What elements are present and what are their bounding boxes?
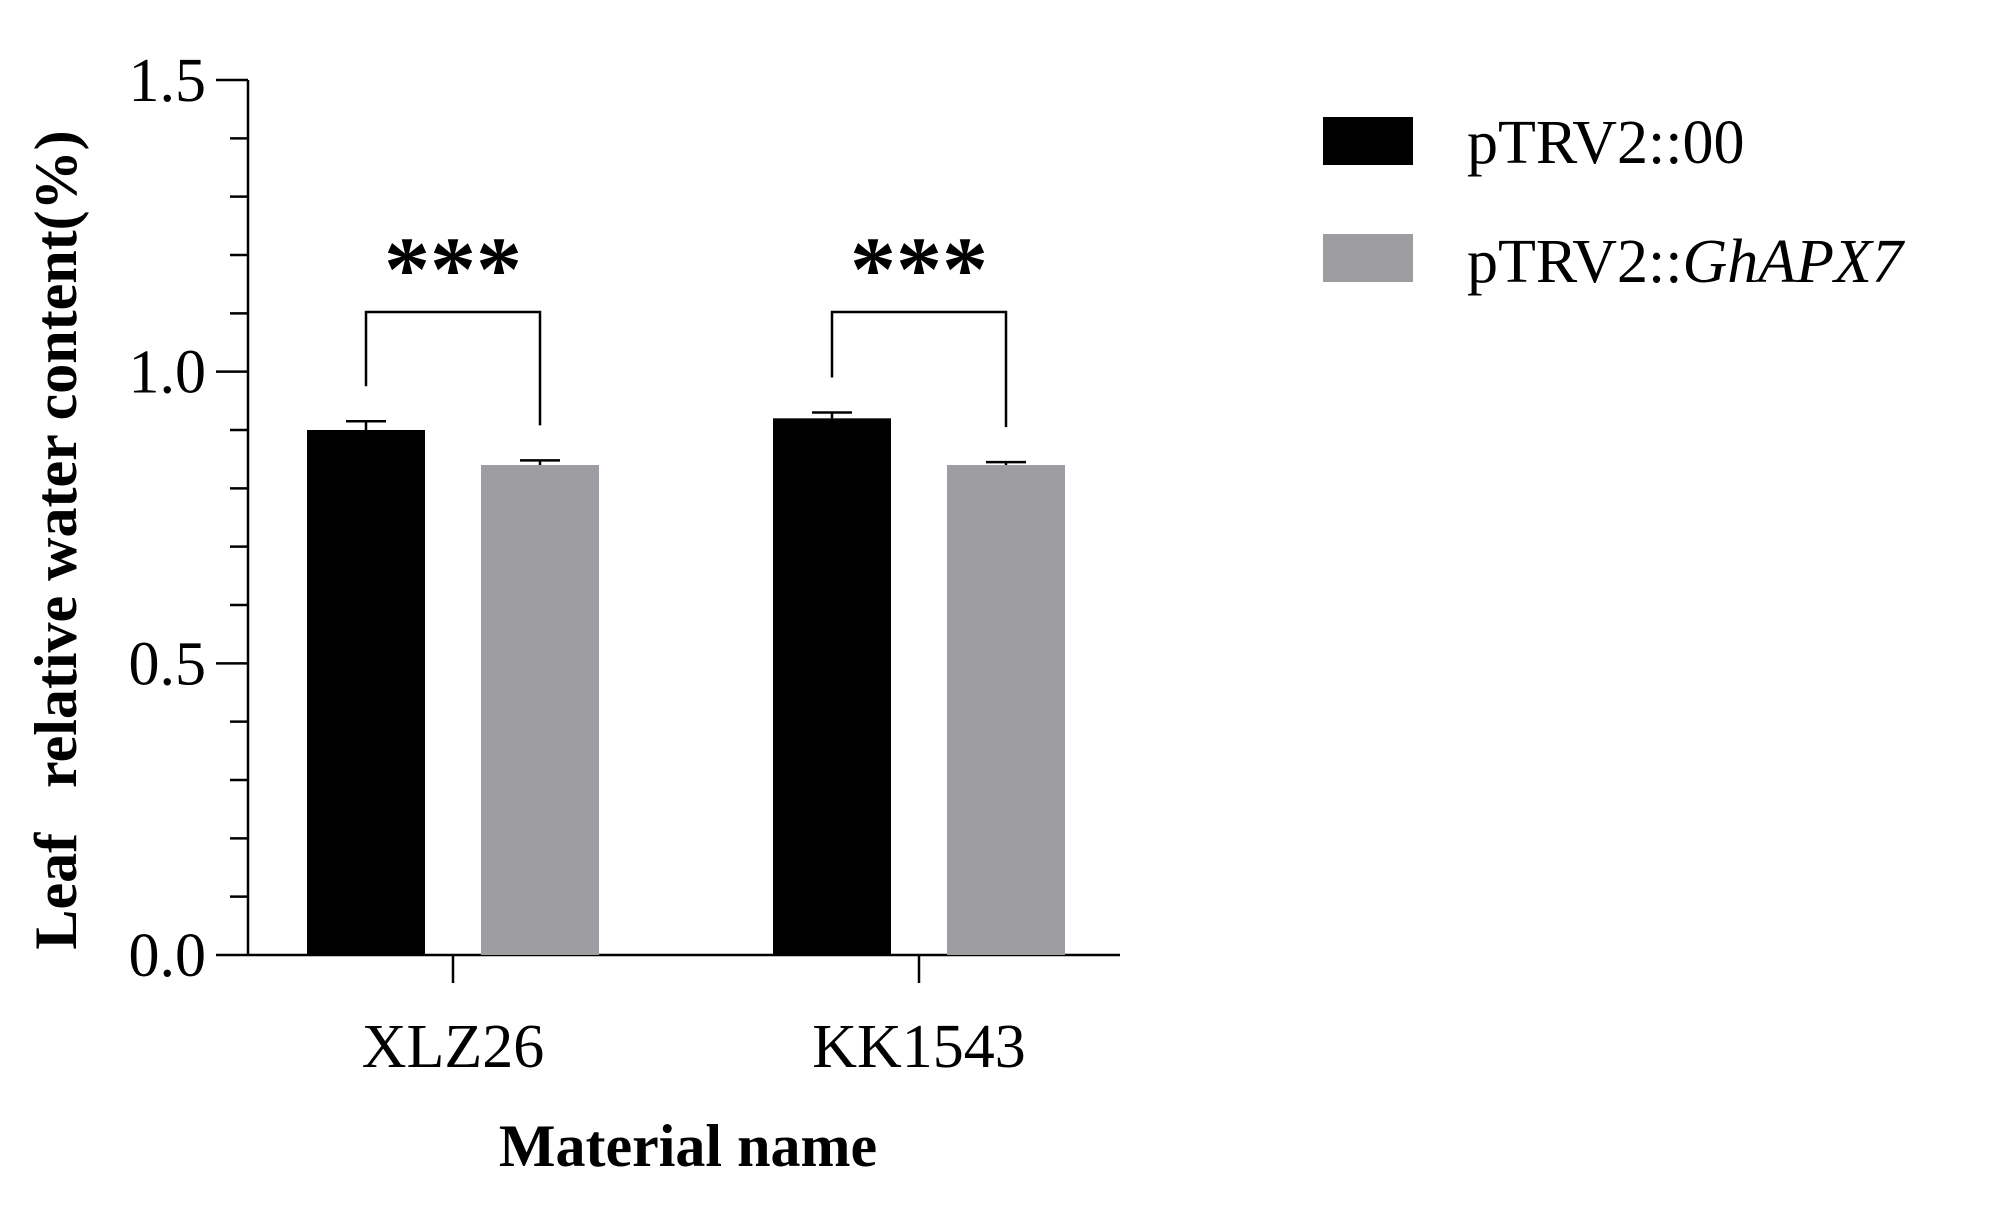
y-tick-label: 0.5 [129, 630, 207, 698]
bar [773, 418, 891, 955]
x-tick-label: XLZ26 [362, 1013, 545, 1081]
legend-label-series-2-italic: GhAPX7 [1683, 228, 1906, 296]
legend-swatch-series-2 [1323, 234, 1413, 282]
significance-label: *** [384, 218, 522, 320]
significance-bracket [830, 310, 1008, 428]
y-tick-label: 0.0 [129, 922, 207, 990]
y-axis: 0.0 0.5 1.0 1.5 [129, 47, 250, 990]
legend-swatch-series-1 [1323, 117, 1413, 165]
x-axis-title: Material name [499, 1113, 877, 1179]
legend-label-series-2: pTRV2::GhAPX7 [1467, 228, 1906, 296]
x-axis: XLZ26 KK1543 [248, 953, 1120, 1081]
significance-annotations: *** *** [364, 218, 1008, 428]
legend: pTRV2::00 pTRV2::GhAPX7 [1323, 109, 1906, 296]
y-tick-label: 1.5 [129, 47, 207, 115]
bar [307, 430, 425, 955]
y-tick-label: 1.0 [129, 339, 207, 407]
significance-bracket [364, 310, 542, 426]
bar [947, 465, 1065, 955]
bar [481, 465, 599, 955]
x-tick-label: KK1543 [812, 1013, 1026, 1081]
legend-label-series-2-prefix: pTRV2:: [1467, 228, 1683, 296]
significance-label: *** [850, 218, 988, 320]
bars [307, 411, 1065, 955]
y-axis-title: Leaf relative water content(%) [23, 130, 89, 949]
legend-label-series-1: pTRV2::00 [1467, 109, 1745, 177]
